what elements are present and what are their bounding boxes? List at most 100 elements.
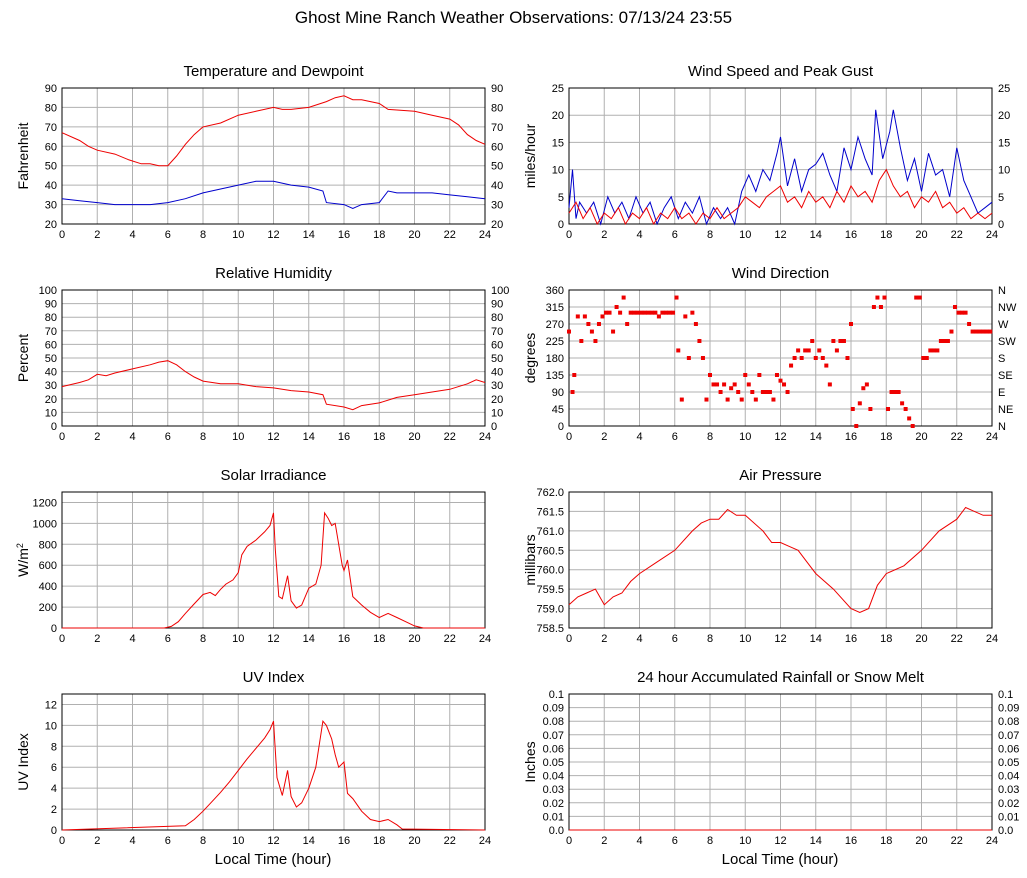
x-tick-label: 0 bbox=[59, 835, 65, 847]
scatter-point bbox=[579, 339, 584, 343]
x-tick-label: 12 bbox=[267, 633, 279, 645]
scatter-point bbox=[970, 329, 975, 334]
y-tick-label-right: 20 bbox=[491, 394, 503, 406]
x-tick-label: 14 bbox=[810, 431, 822, 443]
x-tick-label: 20 bbox=[408, 229, 420, 241]
scatter-point bbox=[764, 390, 769, 394]
series-line bbox=[568, 506, 992, 614]
y-tick-label-right: S bbox=[998, 353, 1005, 365]
y-tick-label: 60 bbox=[45, 339, 57, 351]
x-tick-label: 4 bbox=[636, 633, 642, 645]
scatter-point bbox=[679, 397, 684, 402]
y-tick-label-right: 10 bbox=[998, 165, 1010, 177]
scatter-point bbox=[635, 310, 640, 315]
x-tick-label: 24 bbox=[479, 431, 491, 443]
x-tick-label: 4 bbox=[129, 431, 135, 443]
x-tick-label: 0 bbox=[566, 431, 572, 443]
y-tick-label: 80 bbox=[45, 102, 57, 114]
scatter-point bbox=[586, 322, 591, 326]
y-tick-label-right: 70 bbox=[491, 122, 503, 134]
x-tick-label: 6 bbox=[165, 431, 171, 443]
y-tick-label-right: 0.08 bbox=[998, 716, 1019, 728]
chart-rainfall: 24 hour Accumulated Rainfall or Snow Mel… bbox=[522, 669, 1019, 847]
y-tick-label: 135 bbox=[546, 370, 564, 382]
scatter-point bbox=[820, 356, 825, 360]
scatter-point bbox=[760, 390, 765, 394]
scatter-point bbox=[596, 322, 601, 326]
x-tick-label: 8 bbox=[707, 633, 713, 645]
y-tick-label: 60 bbox=[45, 141, 57, 153]
scatter-point bbox=[963, 310, 968, 315]
y-tick-label-right: 30 bbox=[491, 200, 503, 212]
y-tick-label-right: 15 bbox=[998, 137, 1010, 149]
y-tick-label-right: 10 bbox=[491, 407, 503, 419]
scatter-point bbox=[625, 322, 630, 326]
scatter-point bbox=[667, 310, 672, 315]
chart-title: Wind Speed and Peak Gust bbox=[688, 63, 874, 80]
x-tick-label: 14 bbox=[303, 431, 315, 443]
scatter-point bbox=[718, 390, 723, 394]
y-tick-label: 360 bbox=[546, 285, 564, 297]
x-tick-label: 0 bbox=[59, 229, 65, 241]
scatter-point bbox=[649, 310, 654, 315]
x-tick-label: 18 bbox=[373, 633, 385, 645]
scatter-point bbox=[736, 390, 741, 394]
scatter-point bbox=[572, 373, 577, 377]
x-tick-label: 14 bbox=[810, 633, 822, 645]
x-tick-label: 16 bbox=[845, 431, 857, 443]
scatter-point bbox=[868, 407, 873, 411]
y-tick-label: 0.06 bbox=[543, 743, 564, 755]
x-tick-label: 0 bbox=[59, 431, 65, 443]
y-tick-label-right: NW bbox=[998, 302, 1017, 314]
y-tick-label: 0.04 bbox=[543, 771, 564, 783]
x-tick-label: 12 bbox=[774, 633, 786, 645]
scatter-point bbox=[693, 322, 698, 326]
y-tick-label: 225 bbox=[546, 336, 564, 348]
scatter-point bbox=[743, 373, 748, 377]
scatter-point bbox=[618, 310, 623, 315]
y-tick-label: 15 bbox=[552, 137, 564, 149]
scatter-point bbox=[621, 295, 626, 300]
y-tick-label: 0 bbox=[51, 825, 57, 837]
x-tick-label: 18 bbox=[880, 633, 892, 645]
x-tick-label: 12 bbox=[267, 431, 279, 443]
x-tick-label: 22 bbox=[951, 431, 963, 443]
x-tick-label: 18 bbox=[880, 431, 892, 443]
y-tick-label: 70 bbox=[45, 326, 57, 338]
y-tick-label-right: 30 bbox=[491, 380, 503, 392]
y-tick-label-right: N bbox=[998, 285, 1006, 297]
x-tick-label: 8 bbox=[200, 431, 206, 443]
series-line bbox=[568, 109, 993, 226]
scatter-point bbox=[690, 310, 695, 315]
y-axis-label: millibars bbox=[522, 534, 538, 585]
scatter-point bbox=[611, 329, 616, 334]
x-tick-label: 24 bbox=[986, 835, 998, 847]
y-tick-label: 0 bbox=[558, 421, 564, 433]
y-tick-label: 70 bbox=[45, 122, 57, 134]
y-tick-label: 0.03 bbox=[543, 784, 564, 796]
scatter-point bbox=[861, 386, 866, 391]
scatter-point bbox=[785, 390, 790, 394]
x-tick-label: 6 bbox=[672, 229, 678, 241]
series-line bbox=[61, 95, 486, 167]
scatter-point bbox=[903, 407, 908, 411]
x-tick-label: 20 bbox=[408, 431, 420, 443]
x-tick-label: 18 bbox=[373, 431, 385, 443]
y-tick-label: 758.5 bbox=[536, 623, 564, 635]
x-tick-label: 24 bbox=[986, 229, 998, 241]
scatter-point bbox=[642, 310, 647, 315]
x-tick-label: 20 bbox=[408, 835, 420, 847]
scatter-point bbox=[875, 295, 880, 300]
x-tick-label: 0 bbox=[566, 229, 572, 241]
x-tick-label: 0 bbox=[566, 835, 572, 847]
y-axis-label: Inches bbox=[522, 741, 538, 782]
x-tick-label: 8 bbox=[200, 835, 206, 847]
y-tick-label-right: 0.09 bbox=[998, 703, 1019, 715]
scatter-point bbox=[697, 339, 702, 343]
x-axis-label-left: Local Time (hour) bbox=[215, 851, 332, 868]
scatter-point bbox=[750, 390, 755, 394]
x-tick-label: 8 bbox=[707, 229, 713, 241]
x-tick-label: 14 bbox=[303, 633, 315, 645]
x-tick-label: 16 bbox=[338, 835, 350, 847]
y-tick-label: 25 bbox=[552, 83, 564, 95]
